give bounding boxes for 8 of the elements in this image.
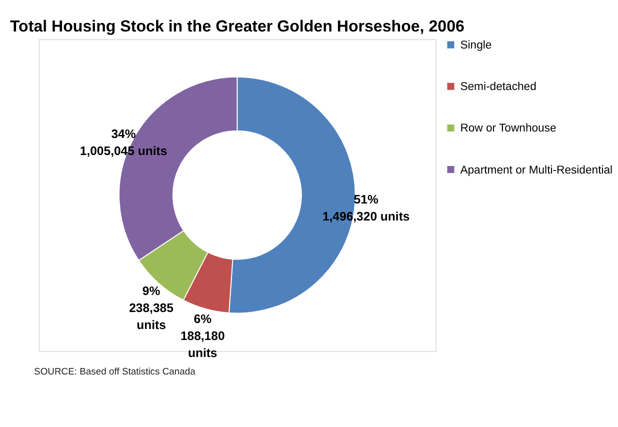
- legend-label: Row or Townhouse: [460, 122, 556, 135]
- legend-label: Semi-detached: [460, 81, 536, 94]
- data-label: 9% 238,385 units: [129, 284, 174, 332]
- chart-title: Total Housing Stock in the Greater Golden Horseshoe, 2006: [10, 18, 464, 36]
- legend-label: Apartment or Multi-Residential: [460, 164, 613, 176]
- source-note: SOURCE: Based off Statistics Canada: [34, 366, 196, 378]
- legend-label: Single: [460, 40, 492, 52]
- data-label: 6% 188,180 units: [180, 312, 225, 360]
